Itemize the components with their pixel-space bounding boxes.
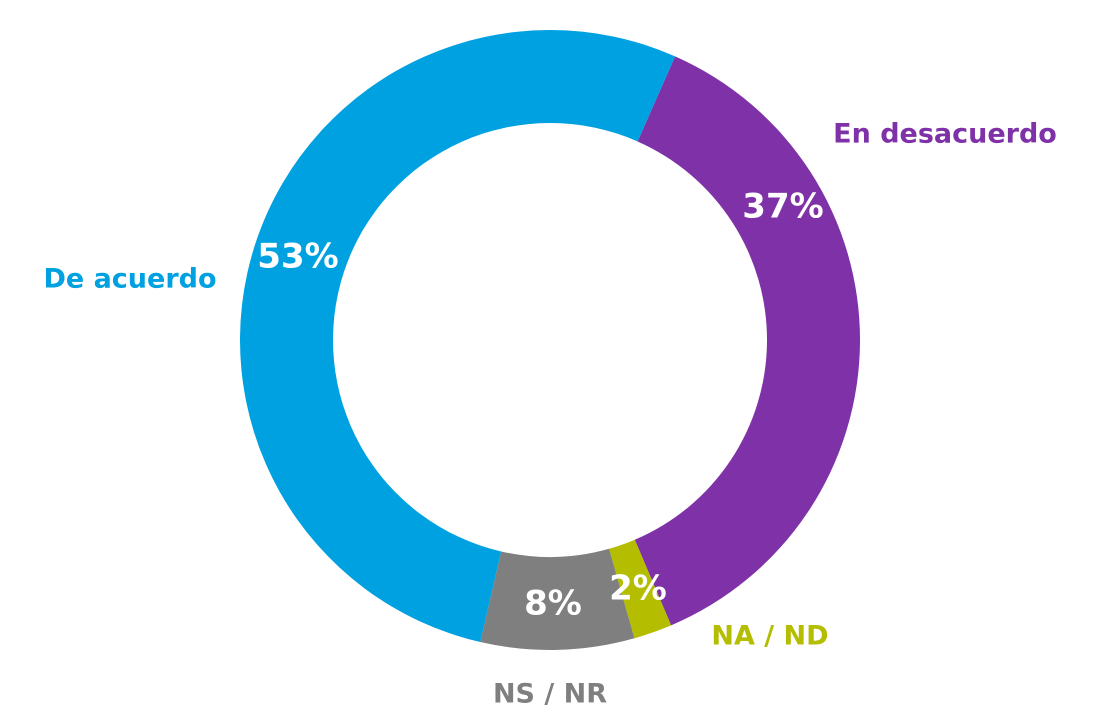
value-label: 8% bbox=[524, 584, 582, 624]
category-label: En desacuerdo bbox=[833, 119, 1057, 150]
value-label: 37% bbox=[742, 187, 823, 227]
donut-slice bbox=[609, 539, 672, 639]
donut-slice bbox=[480, 548, 635, 650]
donut-slice bbox=[634, 56, 860, 626]
value-label: 2% bbox=[609, 569, 667, 609]
value-label: 53% bbox=[257, 237, 338, 277]
category-label: NS / NR bbox=[493, 679, 607, 710]
category-label: NA / ND bbox=[711, 621, 828, 652]
donut-slice bbox=[240, 30, 676, 643]
category-label: De acuerdo bbox=[43, 264, 216, 295]
